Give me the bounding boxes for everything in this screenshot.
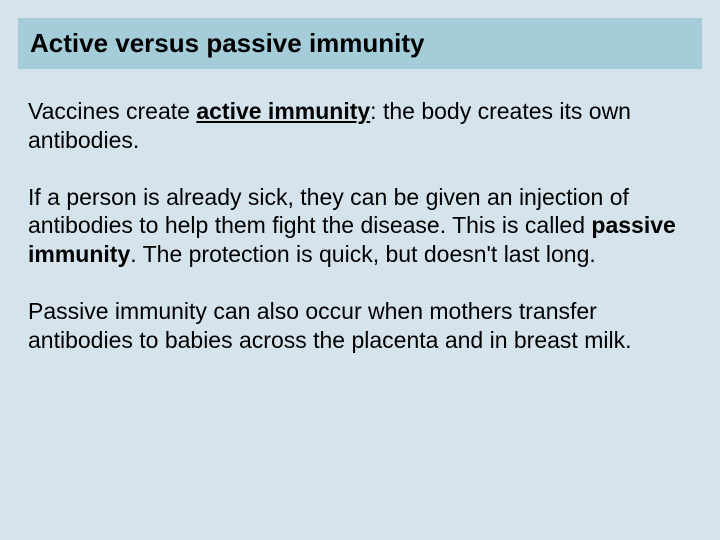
text-run: . The protection is quick, but doesn't l…	[130, 241, 596, 267]
paragraph-2: If a person is already sick, they can be…	[28, 183, 692, 269]
paragraph-3: Passive immunity can also occur when mot…	[28, 297, 692, 355]
title-bar: Active versus passive immunity	[18, 18, 702, 69]
slide-title: Active versus passive immunity	[30, 28, 690, 59]
slide: Active versus passive immunity Vaccines …	[0, 0, 720, 540]
text-run-emphasis: active immunity	[196, 98, 370, 124]
text-run: If a person is already sick, they can be…	[28, 184, 629, 239]
paragraph-1: Vaccines create active immunity: the bod…	[28, 97, 692, 155]
text-run: Vaccines create	[28, 98, 196, 124]
text-run: Passive immunity can also occur when mot…	[28, 298, 631, 353]
body-area: Vaccines create active immunity: the bod…	[18, 97, 702, 354]
